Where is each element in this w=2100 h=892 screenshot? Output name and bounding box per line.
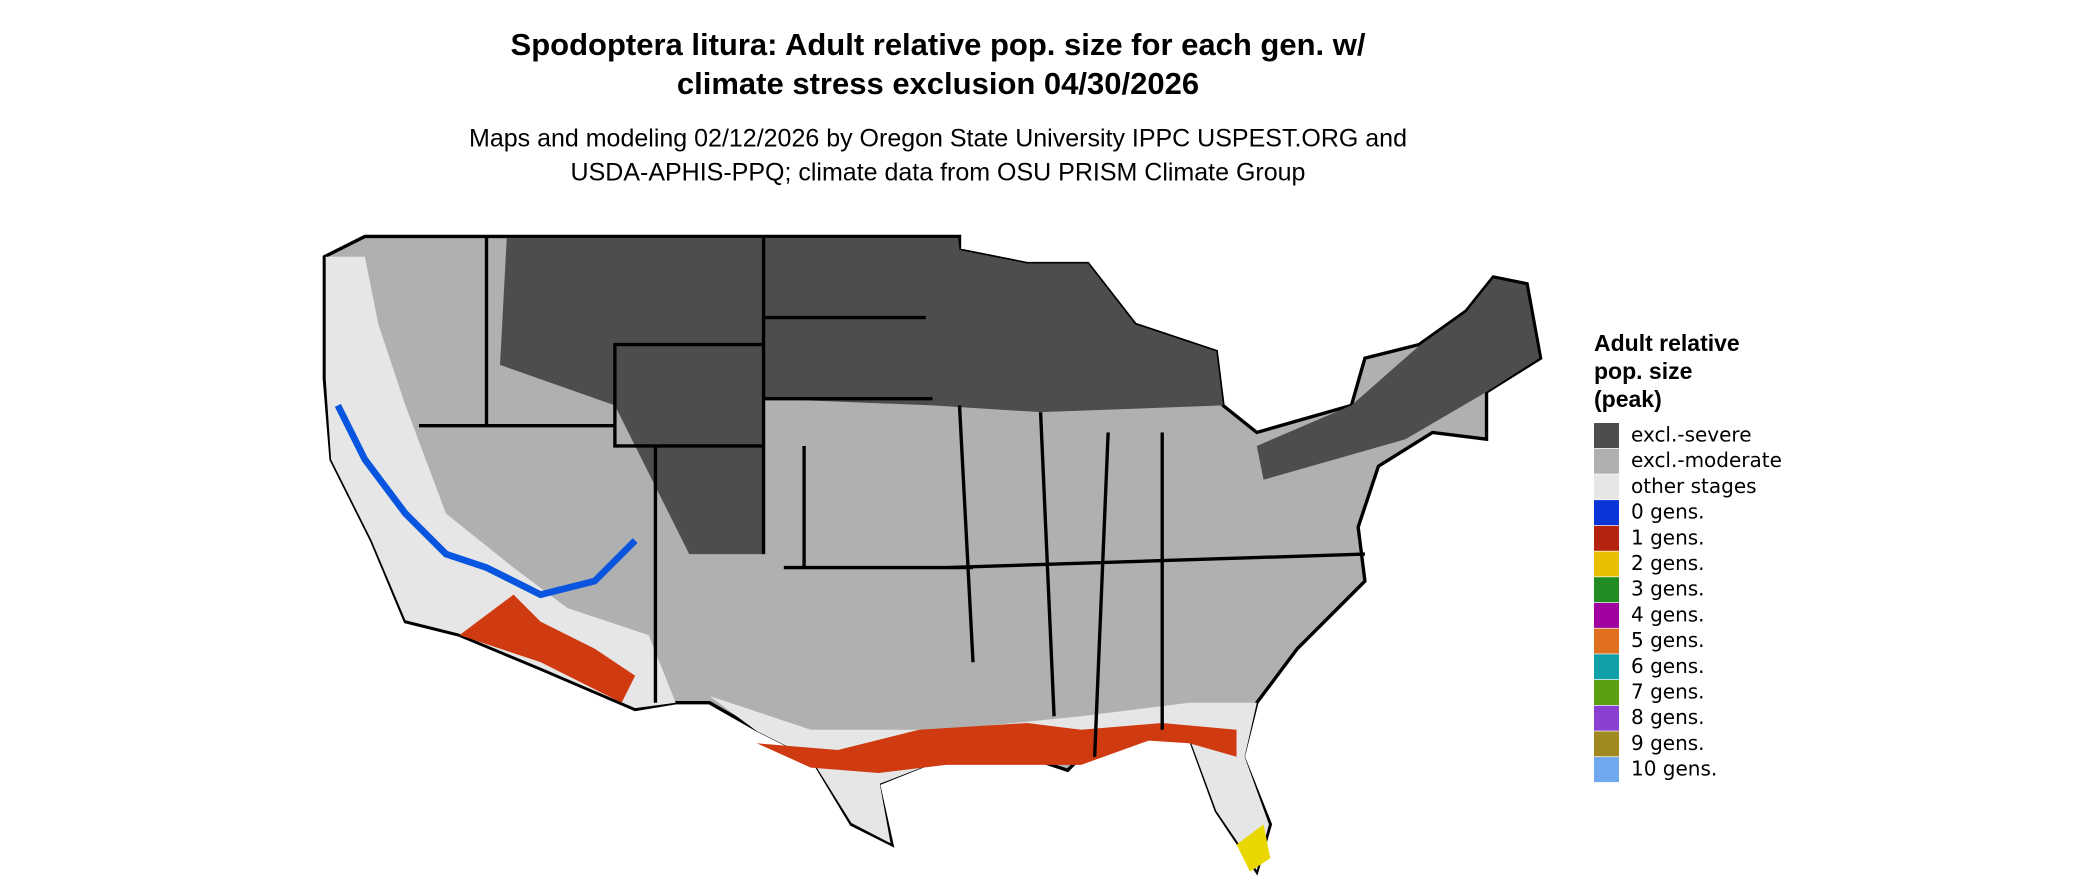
legend-title: Adult relative	[1594, 330, 1740, 356]
title: Spodoptera litura: Adult relative pop. s…	[511, 27, 1366, 62]
legend-label: 9 gens.	[1631, 731, 1705, 755]
legend-title: pop. size	[1594, 358, 1692, 384]
legend-label: other stages	[1631, 474, 1757, 498]
legend-label: 2 gens.	[1631, 551, 1705, 575]
subtitle: Maps and modeling 02/12/2026 by Oregon S…	[469, 125, 1407, 153]
legend-swatch	[1594, 757, 1619, 783]
legend-label: 5 gens.	[1631, 628, 1705, 652]
legend-swatch	[1594, 602, 1619, 628]
region-1-gen	[756, 722, 1237, 774]
legend-swatch	[1594, 525, 1619, 551]
legend-swatch	[1594, 551, 1619, 577]
region-1-gen	[459, 594, 636, 703]
region-0-gen	[334, 403, 638, 599]
legend-label: 7 gens.	[1631, 680, 1705, 704]
legend-swatch	[1594, 705, 1619, 731]
legend-swatch	[1594, 628, 1619, 654]
subtitle: USDA-APHIS-PPQ; climate data from OSU PR…	[571, 159, 1306, 187]
region-other	[325, 256, 676, 709]
legend-swatch	[1594, 500, 1619, 526]
legend-label: 10 gens.	[1631, 757, 1717, 781]
legend-swatch	[1594, 448, 1619, 474]
region-other	[709, 695, 1269, 871]
legend-label: 8 gens.	[1631, 705, 1705, 729]
title: climate stress exclusion 04/30/2026	[677, 66, 1199, 101]
legend-label: excl.-severe	[1631, 423, 1752, 447]
us-map	[322, 234, 1543, 876]
legend-label: 4 gens.	[1631, 602, 1705, 626]
legend-swatch	[1594, 423, 1619, 448]
region-severe	[1256, 278, 1540, 480]
legend-label: 1 gens.	[1631, 525, 1705, 549]
legend-swatch	[1594, 474, 1619, 500]
legend-swatch	[1594, 654, 1619, 680]
legend-swatch	[1594, 680, 1619, 705]
legend-swatch	[1594, 731, 1619, 757]
region-2-gen	[1236, 824, 1271, 872]
legend-title: (peak)	[1594, 386, 1662, 412]
legend-label: 6 gens.	[1631, 654, 1705, 678]
legend-swatch	[1594, 577, 1619, 603]
legend-label: 0 gens.	[1631, 500, 1705, 524]
legend-label: 3 gens.	[1631, 577, 1705, 601]
region-severe	[500, 237, 1224, 555]
state-borders	[418, 237, 1365, 757]
header: Spodoptera litura: Adult relative pop. s…	[469, 27, 1407, 186]
legend-label: excl.-moderate	[1631, 448, 1782, 472]
